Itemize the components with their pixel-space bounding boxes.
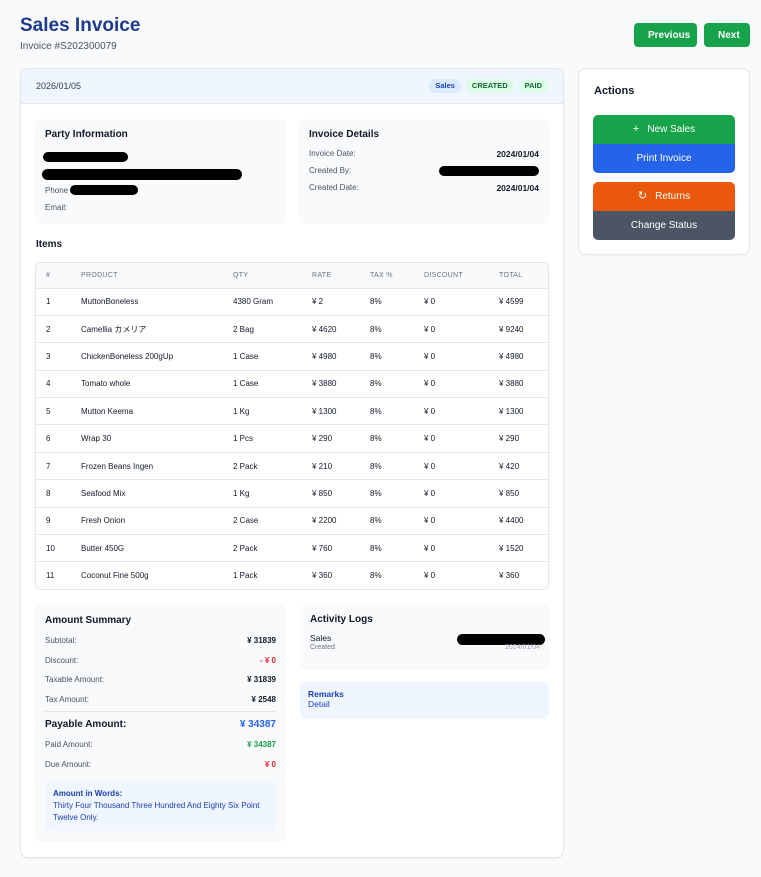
taxable-value: ¥ 31839 (247, 675, 276, 685)
amount-in-words-title: Amount in Words: (53, 789, 123, 798)
table-row: 10 Butter 450G 2 Pack ¥ 760 8% ¥ 0 ¥ 1520 (36, 534, 548, 562)
next-button[interactable]: Next (704, 23, 750, 47)
page-title: Sales Invoice (20, 15, 141, 36)
due-row: Due Amount: ¥ 0 (45, 759, 276, 769)
taxable-row: Taxable Amount: ¥ 31839 (45, 675, 276, 685)
previous-button[interactable]: Previous (634, 23, 697, 47)
created-by-redacted (439, 166, 539, 176)
table-row: 8 Seafood Mix 1 Kg ¥ 850 8% ¥ 0 ¥ 850 (36, 479, 548, 507)
payable-row: Payable Amount: ¥ 34387 (45, 719, 276, 730)
table-row: 2 Camellia カメリア 2 Bag ¥ 4620 8% ¥ 0 ¥ 9240 (36, 315, 548, 342)
summary-divider (45, 711, 276, 712)
payable-value: ¥ 34387 (239, 719, 276, 730)
table-row: 7 Frozen Beans Ingen 2 Pack ¥ 210 8% ¥ 0 ¥ 420 (36, 452, 548, 479)
table-row: 4 Tomato whole 1 Case ¥ 3880 8% ¥ 0 ¥ 3880 (36, 370, 548, 397)
party-name-redacted (43, 152, 128, 162)
amount-summary-box: Amount Summary Subtotal: ¥ 31839 Discount… (35, 604, 286, 842)
created-date-value: 2024/01/04 (496, 183, 539, 193)
amount-summary-title: Amount Summary (45, 615, 132, 626)
activity-entry-name: Sales (310, 633, 332, 643)
table-row: 1 MuttonBoneless 4380 Gram ¥ 2 8% ¥ 0 ¥ 4599 (36, 288, 548, 315)
payment-badge: PAID (518, 79, 548, 93)
activity-logs-box: Activity Logs Sales Created 2024/01/04 (300, 604, 549, 670)
column-rate: RATE (312, 271, 332, 279)
discount-value: - ¥ 0 (259, 655, 276, 665)
invoice-navigation: Previous Next (634, 23, 750, 47)
column-tax: TAX % (370, 271, 393, 279)
remarks-box: Remarks Detail (300, 682, 549, 719)
amount-in-words-text: Thirty Four Thousand Three Hundred And E… (53, 801, 260, 822)
returns-button[interactable]: ↻ Returns (593, 182, 735, 211)
actions-card: Actions + New Sales Print Invoice ↻ Retu… (578, 68, 750, 255)
table-row: 5 Mutton Keema 1 Kg ¥ 1300 8% ¥ 0 ¥ 1300 (36, 397, 548, 425)
subtotal-value: ¥ 31839 (247, 636, 276, 646)
invoice-date-row: Invoice Date: 2024/01/04 (309, 149, 539, 166)
activity-logs-title: Activity Logs (310, 614, 373, 625)
activity-user-redacted (457, 634, 545, 645)
print-invoice-button[interactable]: Print Invoice (593, 144, 735, 173)
created-by-row: Created By: (309, 166, 539, 183)
invoice-card-date: 2026/01/05 (36, 81, 82, 91)
column-total: TOTAL (499, 271, 523, 279)
status-badges: Sales CREATED PAID (429, 79, 548, 93)
status-badge: CREATED (465, 79, 514, 93)
email-label: Email: (45, 203, 68, 212)
items-title: Items (36, 239, 63, 250)
party-address-redacted (42, 169, 242, 180)
paid-row: Paid Amount: ¥ 34387 (45, 740, 276, 750)
party-information-box: Party Information Phone Email: (35, 119, 286, 224)
subtotal-row: Subtotal: ¥ 31839 (45, 636, 276, 646)
column-discount: DISCOUNT (424, 271, 463, 279)
activity-entry-date: 2024/01/04 (504, 644, 540, 651)
phone-label: Phone (45, 186, 69, 195)
remarks-text: Detail (308, 699, 330, 709)
actions-title: Actions (594, 85, 635, 97)
paid-value: ¥ 34387 (247, 740, 276, 750)
page-header: Sales Invoice Invoice #S202300079 (20, 14, 140, 52)
table-header-row: # PRODUCT QTY RATE TAX % DISCOUNT TOTAL (36, 263, 548, 288)
tax-row: Tax Amount: ¥ 2548 (45, 694, 276, 704)
activity-entry-action: Created (310, 644, 335, 651)
column-number: # (46, 271, 51, 279)
refresh-icon: ↻ (637, 190, 648, 202)
tax-value: ¥ 2548 (251, 694, 276, 704)
items-table: # PRODUCT QTY RATE TAX % DISCOUNT TOTAL … (35, 262, 549, 591)
table-row: 9 Fresh Onion 2 Case ¥ 2200 8% ¥ 0 ¥ 4400 (36, 507, 548, 534)
invoice-card-header: 2026/01/05 Sales CREATED PAID (21, 69, 563, 104)
invoice-number: Invoice #S202300079 (20, 41, 117, 52)
phone-redacted (70, 185, 138, 195)
type-badge: Sales (429, 79, 461, 93)
invoice-details-box: Invoice Details Invoice Date: 2024/01/04… (299, 119, 549, 224)
table-row: 6 Wrap 30 1 Pcs ¥ 290 8% ¥ 0 ¥ 290 (36, 424, 548, 452)
column-qty: QTY (233, 271, 249, 279)
invoice-date-value: 2024/01/04 (496, 149, 539, 159)
table-row: 3 ChickenBoneless 200gUp 1 Case ¥ 4980 8% ¥ 0… (36, 342, 548, 370)
invoice-card: 2026/01/05 Sales CREATED PAID Party Info… (20, 68, 564, 858)
invoice-details-title: Invoice Details (309, 129, 380, 140)
plus-icon: + (632, 123, 640, 135)
new-sales-button[interactable]: + New Sales (593, 115, 735, 144)
discount-row: Discount: - ¥ 0 (45, 655, 276, 665)
change-status-button[interactable]: Change Status (593, 211, 735, 240)
created-date-row: Created Date: 2024/01/04 (309, 183, 539, 200)
column-product: PRODUCT (81, 271, 118, 279)
remarks-title: Remarks (308, 689, 344, 699)
amount-in-words-box: Amount in Words: Thirty Four Thousand Th… (45, 781, 276, 831)
table-row: 11 Coconut Fine 500g 1 Pack ¥ 360 8% ¥ 0 ¥ 360 (36, 561, 548, 589)
due-value: ¥ 0 (264, 759, 276, 769)
party-information-title: Party Information (45, 129, 128, 140)
